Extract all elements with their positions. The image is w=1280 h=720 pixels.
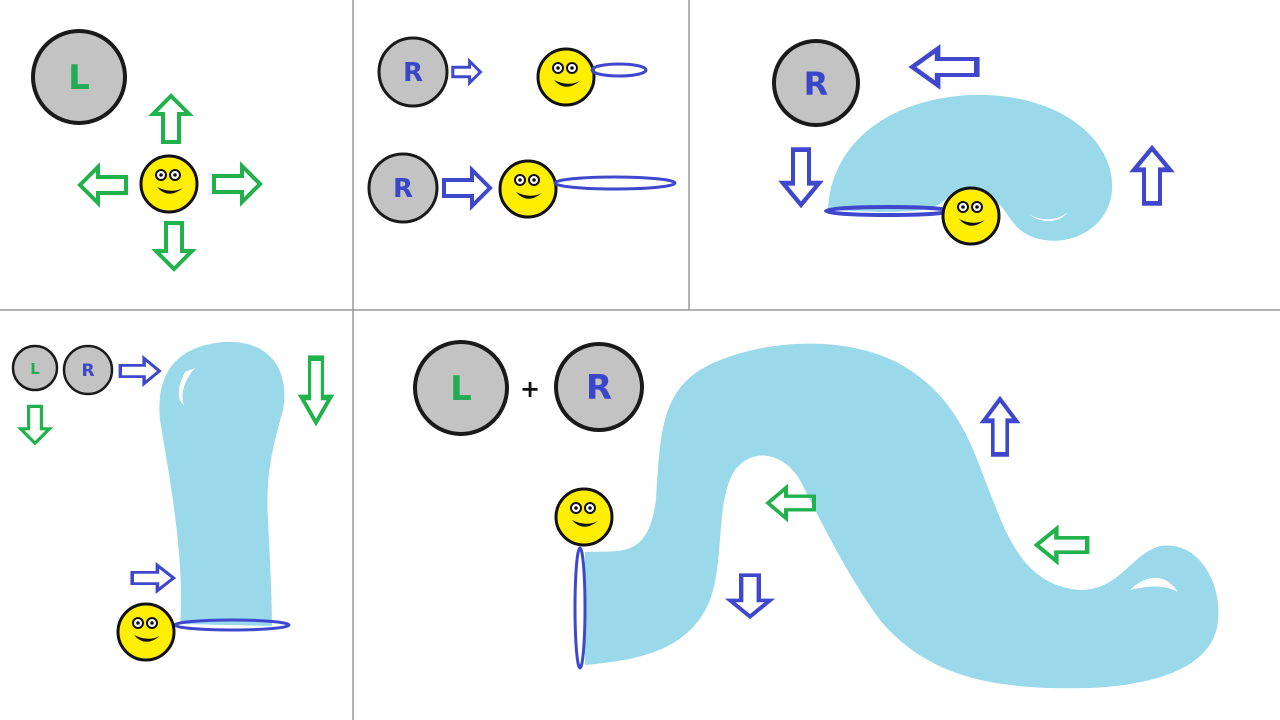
smiley-icon [536,47,596,107]
arrow-right-icon [130,563,176,593]
r-button-small: R [367,152,439,224]
smiley-icon [116,602,176,662]
r-button-large: R [772,39,860,127]
arrow-down-icon [154,221,194,271]
r-button-small: R [377,36,449,108]
panel-column-with-l-and-r: L R [11,341,331,662]
smiley-icon [498,159,558,219]
l-button-combo: L [413,340,509,436]
l-button-label: L [68,58,90,98]
r-button-tiny: R [62,344,114,396]
arrow-down-icon [783,150,819,205]
arrow-left-icon [78,165,128,205]
arrow-right-icon [118,356,162,386]
panel-stretch-with-r: R R [367,36,677,224]
arrow-down-icon [302,358,331,422]
plus-sign: + [520,375,540,403]
r-button-label: R [586,368,612,408]
l-button-label: L [30,360,40,378]
arrow-up-icon [151,94,191,144]
r-button-label: R [403,58,423,88]
arrow-down-icon [730,575,770,616]
l-button: L [31,29,127,125]
r-button-label: R [393,174,413,204]
arrow-up-icon [984,399,1016,454]
panel-arch-with-r: R [772,39,1170,246]
smiley-icon [139,154,199,214]
ring-icon [573,546,587,670]
l-button-label: L [450,369,472,409]
ring-short-icon [590,62,648,78]
panel-move-with-l: L [31,29,262,271]
arrow-left-icon [912,49,976,85]
arrow-right-icon [442,168,492,208]
l-button-tiny: L [11,344,59,392]
ring-icon [173,618,291,632]
panel-wave-with-l-and-r: L + R [413,340,1219,689]
r-button-label: R [804,65,829,103]
r-button-label: R [81,361,94,381]
ring-long-icon [553,175,677,191]
smiley-icon [941,186,1001,246]
trail-column-icon [159,341,285,626]
smiley-icon [554,487,614,547]
arrow-left-icon [1037,529,1088,561]
r-button-combo: R [554,342,644,432]
arrow-right-icon [451,59,482,85]
arrow-up-icon [1134,148,1170,203]
arrow-right-icon [212,164,262,204]
trail-arch-icon [828,94,1113,241]
trail-wave-icon [585,343,1219,689]
arrow-down-icon [19,404,52,445]
